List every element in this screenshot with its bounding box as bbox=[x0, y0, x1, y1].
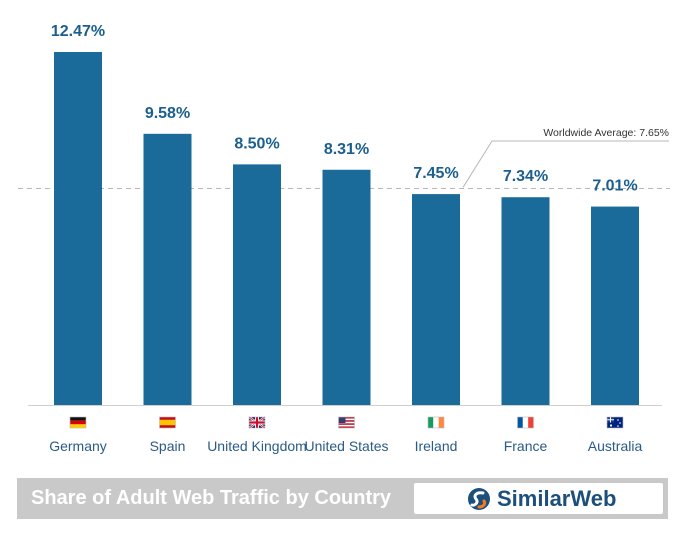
reference-label: Worldwide Average: 7.65% bbox=[543, 127, 669, 139]
value-label: 12.47% bbox=[51, 23, 105, 40]
flag-ireland-icon bbox=[427, 416, 445, 429]
flag-australia-icon bbox=[606, 416, 624, 429]
bar-australia bbox=[591, 206, 639, 405]
category-label: United States bbox=[304, 438, 388, 454]
category-label: United Kingdom bbox=[207, 438, 307, 454]
flag-france-icon bbox=[517, 416, 534, 429]
value-label: 7.34% bbox=[503, 168, 548, 185]
flag-spain-icon bbox=[159, 416, 176, 429]
category-label: Ireland bbox=[415, 438, 458, 454]
bar-spain bbox=[143, 133, 192, 405]
bar-france bbox=[501, 197, 550, 405]
bar-united-kingdom bbox=[233, 164, 281, 405]
category-label: Australia bbox=[588, 438, 643, 454]
category-label: France bbox=[504, 438, 548, 454]
bar-united-states bbox=[322, 169, 371, 405]
brand-name: SimilarWeb bbox=[497, 486, 617, 511]
bar-ireland bbox=[412, 194, 460, 405]
category-label: Spain bbox=[150, 438, 186, 454]
footer-bar: Share of Adult Web Traffic by Country Si… bbox=[17, 478, 668, 519]
footer-title: Share of Adult Web Traffic by Country bbox=[31, 487, 392, 509]
value-label: 8.31% bbox=[324, 141, 369, 158]
flag-united-states-icon bbox=[338, 416, 355, 429]
value-label: 8.50% bbox=[234, 135, 279, 152]
flag-united-kingdom-icon bbox=[248, 416, 266, 429]
flag-germany-icon bbox=[69, 416, 87, 429]
brand-box: SimilarWeb bbox=[414, 483, 663, 514]
bar-chart: 12.47% 9.58% 8.50% 8.31% 7.45% 7.34% 7.01% Worl… bbox=[18, 23, 670, 454]
category-label: Germany bbox=[49, 438, 107, 454]
value-label: 9.58% bbox=[145, 105, 190, 122]
bar-germany bbox=[54, 52, 102, 405]
similarweb-logo-icon bbox=[468, 488, 490, 510]
reference-leader bbox=[462, 140, 669, 188]
value-label: 7.45% bbox=[413, 165, 458, 182]
value-label: 7.01% bbox=[592, 178, 637, 195]
